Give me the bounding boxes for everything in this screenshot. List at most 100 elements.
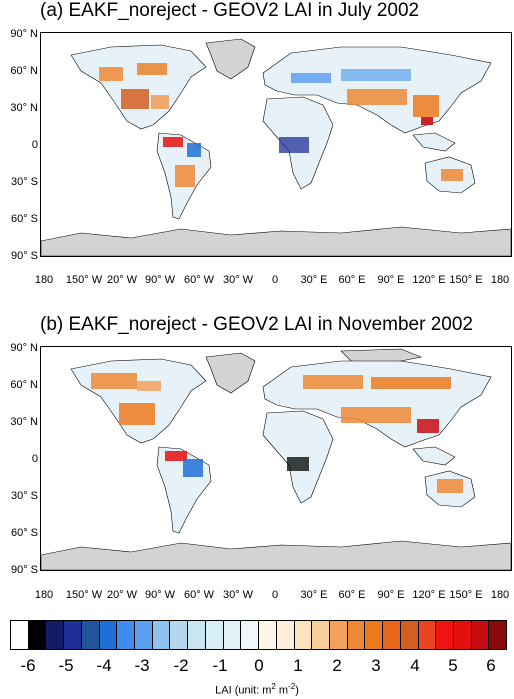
colorbar-cell <box>400 621 419 649</box>
panel-b-ylabel-6: 60° S <box>10 527 38 539</box>
panel-b-ylabel-2: 60° N <box>10 379 38 391</box>
panel-a-anomaly-patches <box>99 63 463 187</box>
colorbar-cell <box>347 621 366 649</box>
colorbar-cell <box>365 621 384 649</box>
colorbar-cell <box>436 621 454 649</box>
colorbar-cell <box>489 621 507 649</box>
north-america-land <box>70 358 207 444</box>
eurasia-arctic-ice <box>340 348 423 364</box>
colorbar-label-7: 0 <box>254 656 264 675</box>
colorbar-cell <box>46 621 65 649</box>
colorbar-cell <box>453 621 472 649</box>
colorbar-cell <box>28 621 47 649</box>
colorbar-label-11: 4 <box>410 656 420 675</box>
panel-b-ylabel-1: 90° N <box>10 342 38 354</box>
se-asia-land <box>412 132 456 152</box>
colorbar-cell <box>383 621 401 649</box>
panel-a-xlabel-11: 120° E <box>412 274 446 286</box>
colorbar-label-4: -3 <box>134 656 150 675</box>
colorbar-cell <box>64 621 82 649</box>
panel-a-xlabel-8: 30° E <box>300 274 328 286</box>
panel-b-xlabel-9: 60° E <box>338 589 366 601</box>
se-asia-land <box>412 446 456 466</box>
colorbar-cell <box>259 621 277 649</box>
panel-a-xlabel-5: 60° W <box>183 274 215 286</box>
colorbar-cell <box>135 621 153 649</box>
panel-a-ylabel-7: 90° S <box>10 250 38 262</box>
panel-b-ylabel-7: 90° S <box>10 564 38 576</box>
panel-a-ylabel-4: 0 <box>31 139 38 151</box>
colorbar-cell <box>329 621 348 649</box>
colorbar <box>10 620 507 650</box>
greenland-ice <box>205 352 256 394</box>
panel-a-ylabel-5: 30° S <box>10 176 38 188</box>
panel-b-ylabel-4: 0 <box>31 453 38 465</box>
panel-a-map <box>40 32 512 257</box>
colorbar-cell <box>81 621 100 649</box>
panel-b-map <box>40 346 512 571</box>
antarctica-ice <box>41 540 511 570</box>
colorbar-cell <box>471 621 490 649</box>
panel-a-ylabel-2: 60° N <box>10 65 38 77</box>
panel-b-xlabel-3: 20° W <box>106 589 138 601</box>
colorbar-label-12: 5 <box>448 656 458 675</box>
panel-b-ylabel-5: 30° S <box>10 490 38 502</box>
panel-a-ylabel-3: 30° N <box>10 102 38 114</box>
colorbar-cell <box>170 621 189 649</box>
panel-b-xlabel-6: 30° W <box>222 589 254 601</box>
panel-a-xlabel-9: 60° E <box>338 274 366 286</box>
panel-a-xlabel-13: 180 <box>490 274 510 286</box>
panel-a-xlabel-7: 0 <box>271 274 279 286</box>
colorbar-cell <box>276 621 295 649</box>
panel-b-xlabel-11: 120° E <box>412 589 446 601</box>
colorbar-label-6: -1 <box>212 656 228 675</box>
panel-a-xlabel-4: 90° W <box>144 274 176 286</box>
panel-a-xlabel-10: 90° E <box>377 274 405 286</box>
panel-b-anomaly-patches <box>91 373 463 493</box>
panel-b-map-svg <box>41 348 511 570</box>
panel-b-ylabel-3: 30° N <box>10 416 38 428</box>
colorbar-cell <box>205 621 224 649</box>
colorbar-label-9: 2 <box>332 656 342 675</box>
colorbar-label-8: 1 <box>293 656 303 675</box>
colorbar-label-10: 3 <box>371 656 381 675</box>
north-america-land <box>70 44 207 130</box>
colorbar-label-1: -6 <box>20 656 36 675</box>
panel-b-xlabel-8: 30° E <box>300 589 328 601</box>
colorbar-cell <box>188 621 206 649</box>
panel-a-ylabel-1: 90° N <box>10 28 38 40</box>
colorbar-label-3: -4 <box>96 656 112 675</box>
colorbar-cell <box>117 621 136 649</box>
greenland-ice <box>205 38 256 80</box>
colorbar-cell <box>294 621 313 649</box>
panel-b-title: (b) EAKF_noreject - GEOV2 LAI in Novembe… <box>40 314 473 335</box>
colorbar-cell <box>241 621 260 649</box>
panel-b-xlabel-10: 90° E <box>377 589 405 601</box>
panel-b-xlabel-7: 0 <box>271 589 279 601</box>
panel-a-ylabel-6: 60° S <box>10 213 38 225</box>
panel-b-xlabel-12: 150° E <box>449 589 483 601</box>
panel-b-xlabel-5: 60° W <box>183 589 215 601</box>
panel-a-xlabel-3: 20° W <box>106 274 138 286</box>
panel-b-xlabel-4: 90° W <box>144 589 176 601</box>
colorbar-cell <box>152 621 171 649</box>
colorbar-cell <box>418 621 437 649</box>
panel-a-xlabel-2: 150° W <box>65 274 103 286</box>
colorbar-label-13: 6 <box>486 656 496 675</box>
colorbar-unit-label: LAI (unit: m2 m-2) <box>215 682 299 697</box>
panel-a-title: (a) EAKF_noreject - GEOV2 LAI in July 20… <box>40 0 420 21</box>
colorbar-cell <box>223 621 242 649</box>
colorbar-cell <box>99 621 118 649</box>
antarctica-ice <box>41 226 511 256</box>
colorbar-cell <box>312 621 330 649</box>
panel-a-map-svg <box>41 38 511 256</box>
colorbar-label-5: -2 <box>173 656 189 675</box>
colorbar-cell <box>11 621 29 649</box>
colorbar-label-2: -5 <box>58 656 74 675</box>
panel-b-xlabel-2: 150° W <box>65 589 103 601</box>
panel-a-xlabel-1: 180 <box>34 274 54 286</box>
panel-a-xlabel-12: 150° E <box>449 274 483 286</box>
panel-b-xlabel-1: 180 <box>34 589 54 601</box>
panel-a-xlabel-6: 30° W <box>222 274 254 286</box>
panel-b-xlabel-13: 180 <box>490 589 510 601</box>
